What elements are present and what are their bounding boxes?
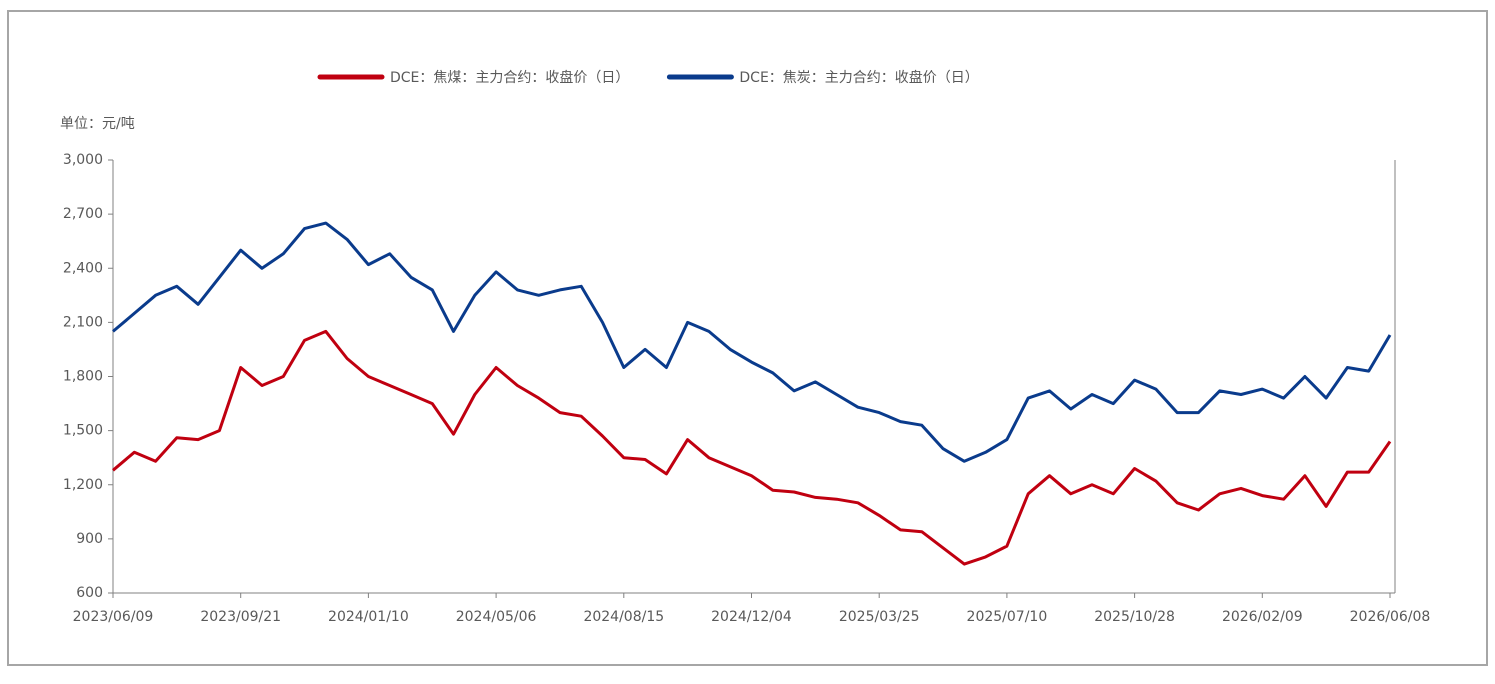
y-tick-label: 3,000: [63, 152, 103, 168]
y-tick-label: 1,800: [63, 369, 103, 385]
x-tick-label: 2025/07/10: [967, 609, 1048, 625]
series-line: [112, 329, 1392, 566]
x-tick-label: 2025/03/25: [839, 609, 920, 625]
x-tick-label: 2026/02/09: [1222, 609, 1303, 625]
x-tick-label: 2023/09/21: [200, 609, 281, 625]
legend-label: DCE：焦煤：主力合约：收盘价（日）: [390, 69, 629, 86]
x-tick-label: 2025/10/28: [1094, 609, 1175, 625]
y-tick-label: 2,700: [63, 206, 103, 222]
y-tick-label: 2,100: [63, 314, 103, 330]
x-tick-label: 2024/05/06: [456, 609, 537, 625]
x-tick-label: 2024/12/04: [711, 609, 792, 625]
series-line: [112, 221, 1392, 463]
x-tick-label: 2024/08/15: [583, 609, 664, 625]
y-tick-label: 1,500: [63, 423, 103, 439]
frame: [7, 10, 1488, 666]
y-tick-label: 600: [76, 585, 103, 601]
legend-label: DCE：焦炭：主力合约：收盘价（日）: [739, 69, 978, 86]
y-tick-label: 1,200: [63, 477, 103, 493]
x-tick-label: 2026/06/08: [1350, 609, 1431, 625]
unit-label: 单位：元/吨: [60, 116, 135, 132]
y-tick-label: 900: [76, 531, 103, 547]
y-tick-label: 2,400: [63, 260, 103, 276]
x-tick-label: 2023/06/09: [73, 609, 154, 625]
x-tick-label: 2024/01/10: [328, 609, 409, 625]
